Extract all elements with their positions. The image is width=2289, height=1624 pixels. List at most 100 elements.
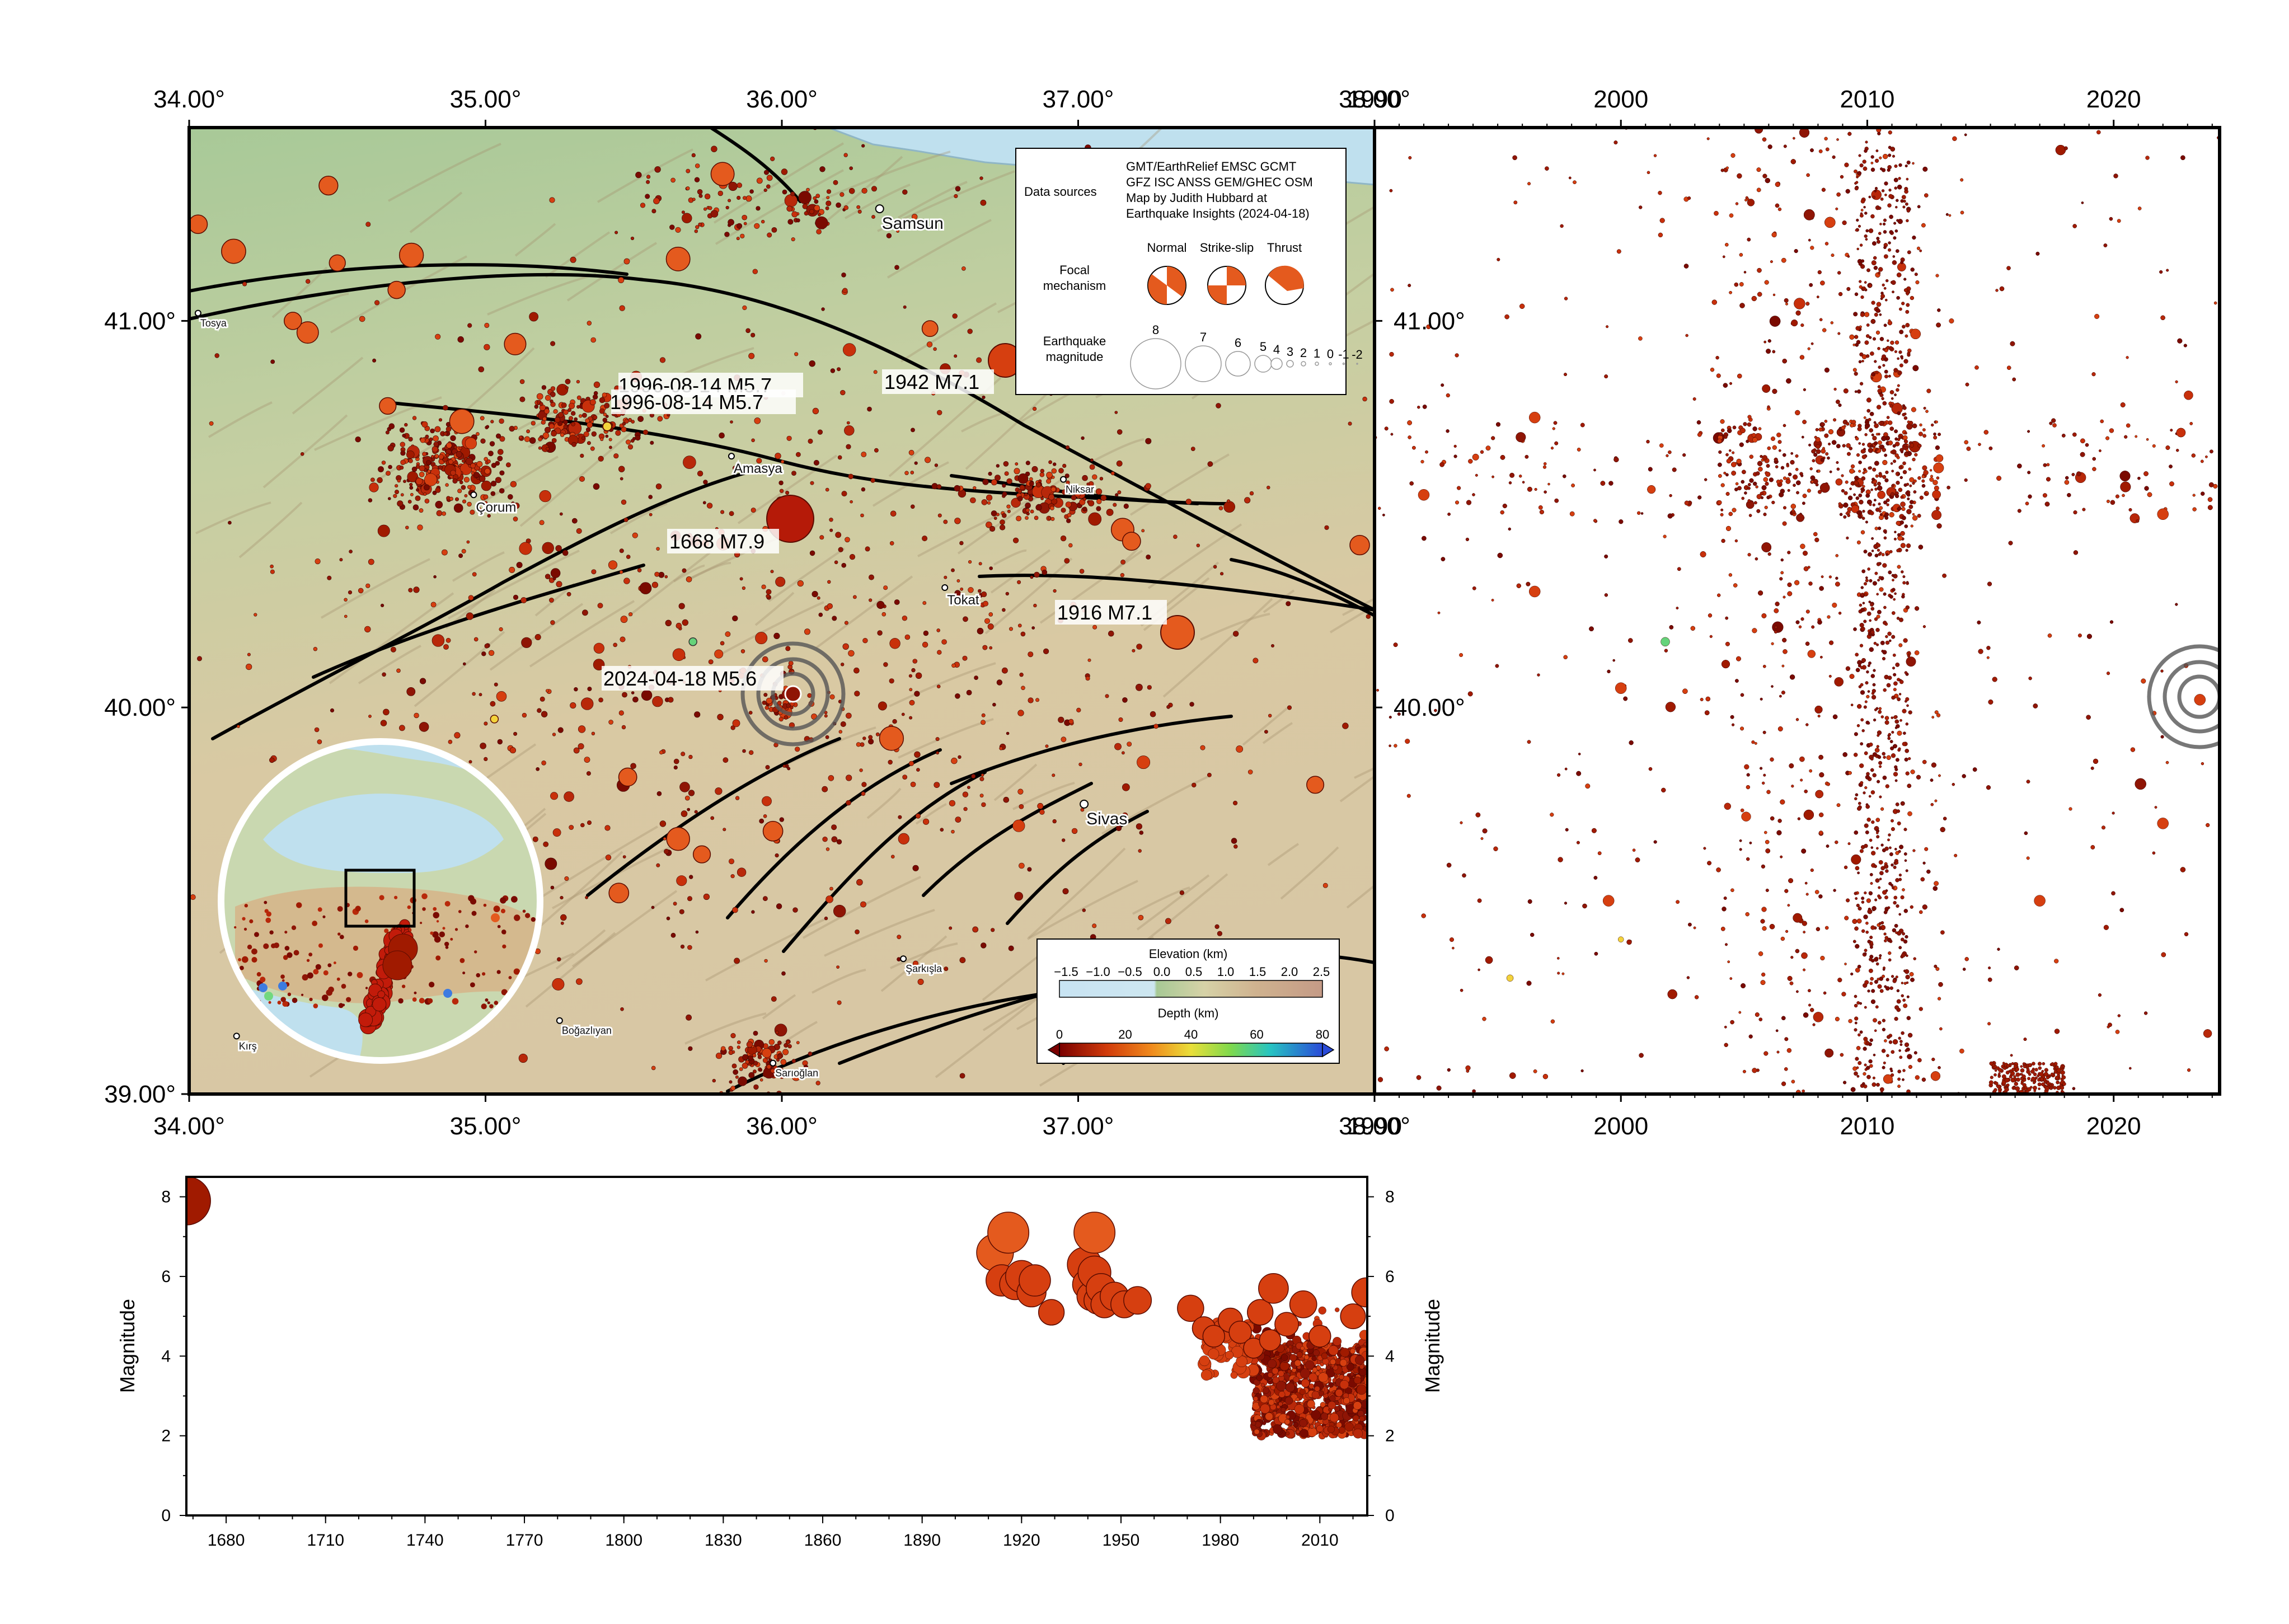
time-lat-tick: 40.00° (1394, 694, 1465, 721)
target-rings-2024 (740, 641, 846, 747)
svg-text:0.5: 0.5 (1185, 965, 1203, 979)
inset-earthquake-markers (234, 893, 538, 1035)
lon-tick-top: 35.00° (450, 86, 522, 113)
y-tick-label-right: 2 (1385, 1427, 1395, 1445)
x-tick-label: 1860 (804, 1531, 842, 1550)
lon-tick-bottom: 36.00° (746, 1113, 818, 1140)
y-tick-label-left: 4 (161, 1347, 171, 1365)
svg-text:3: 3 (1287, 345, 1293, 359)
mag-frame (185, 1176, 1368, 1517)
year-tick-top: 1990 (1347, 86, 1402, 113)
y-tick-label-right: 8 (1385, 1188, 1395, 1207)
city-label: Şarkışla (906, 963, 942, 974)
city-labels: Samsun Tosya Çorum Amasya Niksar Tokat Sivas Şa… (194, 204, 1129, 1081)
year-tick-bottom: 1990 (1347, 1113, 1402, 1140)
elevation-colorbar (1059, 980, 1323, 998)
magnitude-point[interactable] (162, 1177, 211, 1226)
lat-tick: 39.00° (104, 1081, 176, 1108)
svg-text:60: 60 (1250, 1027, 1263, 1041)
magnitude-point[interactable] (1019, 1264, 1051, 1297)
magnitude-point[interactable] (1228, 1320, 1252, 1344)
focal-thrust-icon (1265, 265, 1304, 305)
quake-labels: 1996-08-14 M5.7 1996-08-14 M5.7 1942 M7.… (602, 369, 1167, 691)
svg-text:5: 5 (1260, 340, 1267, 354)
magnitude-point[interactable] (1038, 1299, 1065, 1326)
colorbar-box: Elevation (km) −1.5 −1.0 −0.5 0.0 0.5 1.0 1.5 2… (1036, 938, 1340, 1064)
city-marker (194, 309, 201, 317)
svg-text:7: 7 (1200, 330, 1207, 344)
magnitude-point[interactable] (1202, 1325, 1226, 1348)
magnitude-point[interactable] (1258, 1273, 1289, 1304)
svg-text:1: 1 (1314, 346, 1320, 360)
city-marker (1080, 799, 1089, 809)
svg-text:Elevation (km): Elevation (km) (1149, 947, 1228, 961)
quake-2024-m5.6[interactable] (784, 685, 802, 703)
time-lat-tick: 41.00° (1394, 307, 1465, 335)
lon-tick-bottom: 37.00° (1043, 1113, 1114, 1140)
magnitude-dense-cloud (1198, 1306, 1367, 1440)
lon-tick-top: 38.00° (1339, 86, 1410, 113)
lon-tick-top: 36.00° (746, 86, 818, 113)
city-label: Boğazlıyan (562, 1025, 612, 1036)
svg-text:Focal: Focal (1059, 263, 1090, 277)
magnitude-point[interactable] (1340, 1303, 1366, 1330)
quake-label-2024: 2024-04-18 M5.6 (603, 667, 757, 690)
svg-text:GMT/EarthRelief EMSC GCMT: GMT/EarthRelief EMSC GCMT (1126, 159, 1296, 173)
magnitude-point[interactable] (1308, 1325, 1331, 1348)
city-label: Sivas (1086, 810, 1127, 828)
magnitude-point[interactable] (1177, 1294, 1204, 1322)
y-tick-label-left: 0 (161, 1506, 171, 1525)
x-tick-label: 1680 (208, 1531, 245, 1550)
magnitude-point[interactable] (1247, 1299, 1274, 1326)
x-tick-label: 1770 (506, 1531, 543, 1550)
svg-text:40: 40 (1184, 1027, 1198, 1041)
svg-text:Earthquake Insights (2024-04-1: Earthquake Insights (2024-04-18) (1126, 206, 1310, 220)
svg-text:-2: -2 (1352, 348, 1363, 362)
ylabel-right: Magnitude (1421, 1299, 1444, 1393)
y-tick-label-left: 8 (161, 1188, 171, 1207)
magnitude-point[interactable] (1274, 1312, 1300, 1337)
x-tick-label: 1920 (1003, 1531, 1040, 1550)
magnitude-time-chart[interactable]: 1680 1710 1740 1770 1800 1830 1860 1890 1920 1950… (116, 1176, 1444, 1550)
svg-text:Thrust: Thrust (1267, 241, 1302, 255)
svg-text:2.0: 2.0 (1281, 965, 1298, 979)
city-label: Sarıoğlan (775, 1068, 818, 1079)
magnitude-points (162, 1177, 1367, 1359)
svg-text:2: 2 (1300, 346, 1307, 360)
x-tick-label: 1950 (1103, 1531, 1140, 1550)
svg-text:8: 8 (1152, 323, 1159, 337)
lat-tick: 40.00° (104, 694, 176, 721)
magnitude-point[interactable] (1289, 1290, 1317, 1318)
city-marker (941, 584, 949, 592)
magnitude-point[interactable] (1123, 1286, 1152, 1315)
svg-text:6: 6 (1235, 336, 1241, 350)
map-panel[interactable]: Samsun Tosya Çorum Amasya Niksar Tokat Sivas Şa… (85, 86, 1461, 1140)
svg-text:mechanism: mechanism (1043, 279, 1106, 293)
city-label: Niksar (1066, 484, 1094, 495)
x-tick-label: 1800 (605, 1531, 642, 1550)
quake-1996-m5.7[interactable] (602, 421, 612, 431)
time-frame (1373, 126, 2221, 1096)
svg-text:0: 0 (1056, 1027, 1063, 1041)
svg-text:0: 0 (1327, 347, 1334, 361)
svg-text:GFZ ISC ANSS GEM/GHEC OSM: GFZ ISC ANSS GEM/GHEC OSM (1126, 175, 1313, 189)
magnitude-point[interactable] (987, 1212, 1030, 1254)
city-label: Samsun (882, 214, 944, 233)
lat-tick: 41.00° (104, 307, 176, 335)
svg-text:Strike-slip: Strike-slip (1200, 241, 1254, 255)
quake-label-1916: 1916 M7.1 (1057, 601, 1152, 624)
time-latitude-panel[interactable]: 1990 1990 2000 2000 2010 2010 2020 2020 41.00° 40… (1347, 86, 2250, 1140)
lon-tick-bottom: 34.00° (153, 1113, 225, 1140)
year-tick-top: 2020 (2086, 86, 2141, 113)
city-marker (1060, 476, 1067, 483)
magnitude-point[interactable] (1073, 1212, 1116, 1254)
lon-tick-top: 37.00° (1043, 86, 1114, 113)
inset-globe[interactable] (218, 738, 543, 1064)
magnitude-point[interactable] (1259, 1329, 1282, 1351)
svg-text:Depth (km): Depth (km) (1158, 1006, 1219, 1020)
city-marker (556, 1017, 563, 1024)
city-label: Çorum (476, 500, 516, 515)
x-tick-label: 1710 (307, 1531, 344, 1550)
quake-1916-m7.1[interactable] (1160, 615, 1195, 650)
